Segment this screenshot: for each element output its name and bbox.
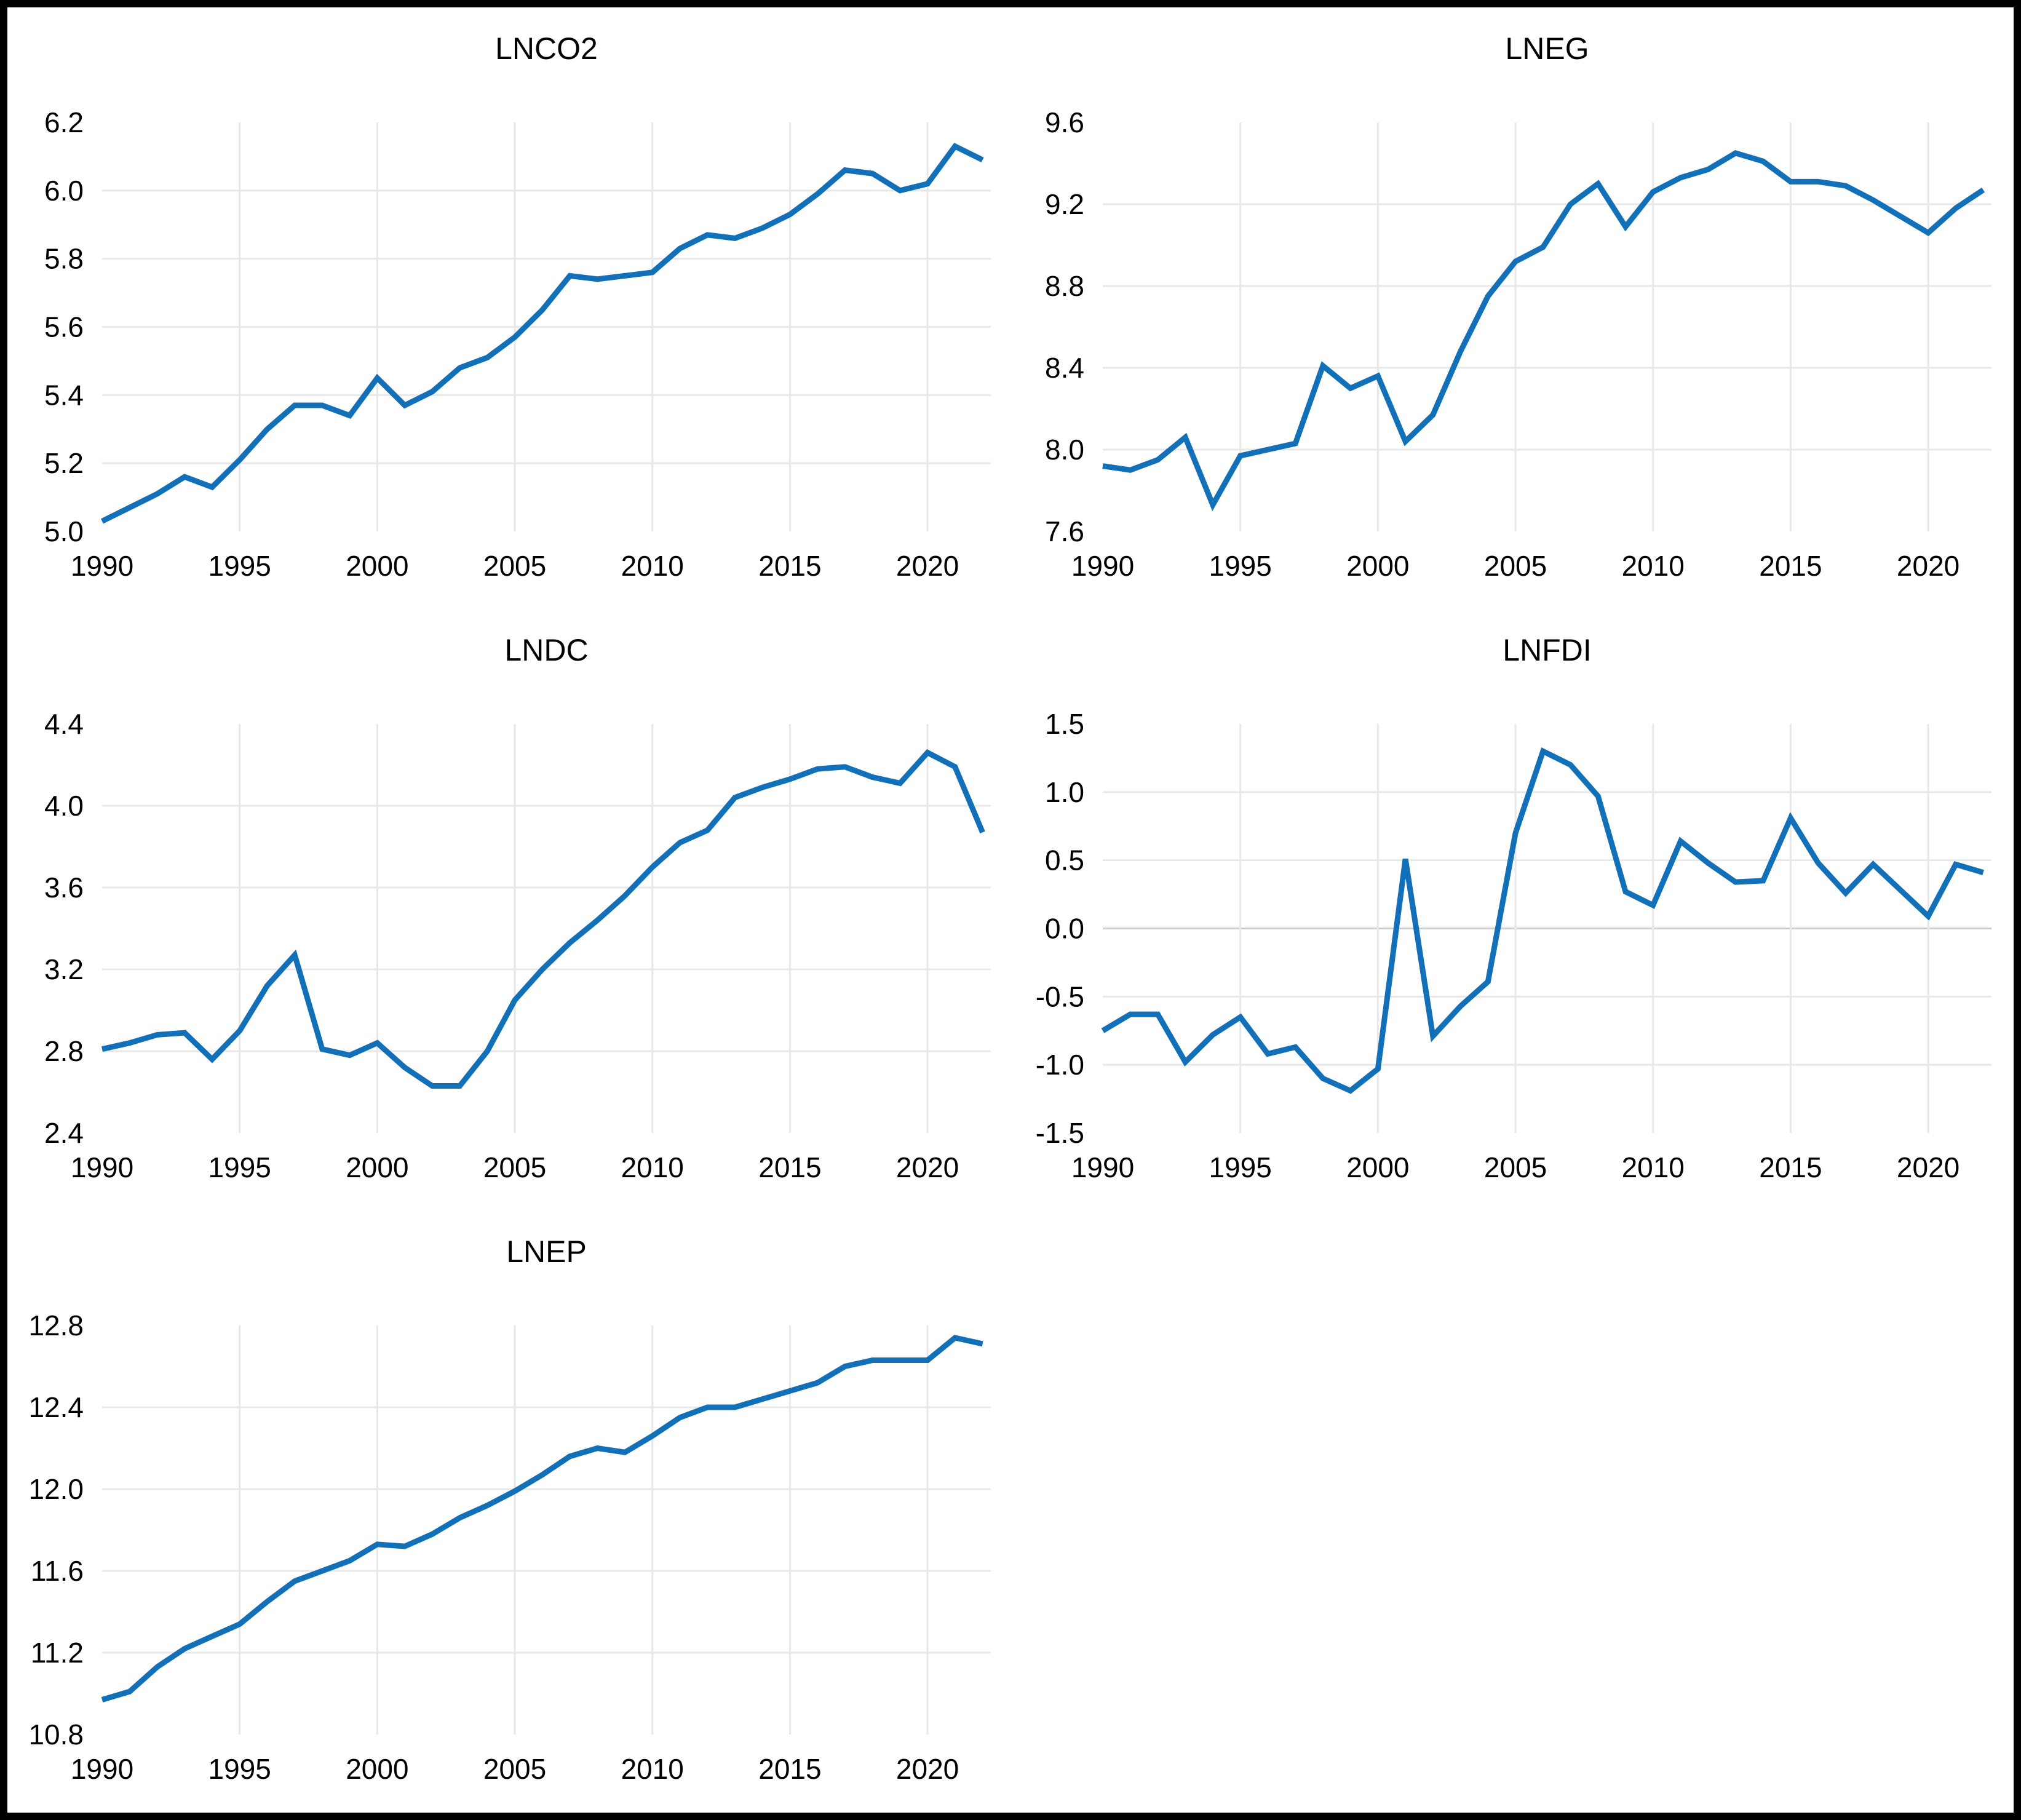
panel-lndc: LNDC 2.4 2.8 3.2 3.6 4.0 4.4 1990 1995 2000 2005 2… <box>10 610 1010 1210</box>
svg-text:2.4: 2.4 <box>44 1117 84 1149</box>
svg-text:11.6: 11.6 <box>31 1555 84 1587</box>
svg-text:2020: 2020 <box>896 1753 959 1785</box>
svg-text:2015: 2015 <box>1759 1151 1822 1183</box>
svg-text:6.2: 6.2 <box>44 106 84 138</box>
svg-text:2010: 2010 <box>621 1753 684 1785</box>
lneg-line-plot: 7.6 8.0 8.4 8.8 9.2 9.6 1990 1995 2000 2005 2010 20… <box>1045 106 1991 582</box>
svg-text:2015: 2015 <box>758 1753 821 1785</box>
svg-text:8.0: 8.0 <box>1045 434 1084 466</box>
chart-title-lnfdi: LNFDI <box>1503 633 1592 667</box>
chart-title-lnep: LNEP <box>506 1234 587 1269</box>
svg-text:2010: 2010 <box>1622 550 1685 582</box>
lndc-line-plot: 2.4 2.8 3.2 3.6 4.0 4.4 1990 1995 2000 2005 2010 20… <box>44 708 991 1183</box>
svg-text:12.0: 12.0 <box>28 1473 84 1505</box>
svg-text:2010: 2010 <box>1622 1151 1685 1183</box>
svg-text:1990: 1990 <box>1071 1151 1134 1183</box>
svg-text:1.0: 1.0 <box>1045 776 1084 808</box>
svg-text:3.2: 3.2 <box>44 953 84 985</box>
svg-text:7.6: 7.6 <box>1045 515 1084 547</box>
panel-lneg: LNEG 7.6 8.0 8.4 8.8 9.2 9.6 1990 1995 2000 2005 2… <box>1010 9 2011 609</box>
svg-text:1995: 1995 <box>208 1753 271 1785</box>
svg-text:4.4: 4.4 <box>44 708 84 740</box>
svg-text:5.0: 5.0 <box>44 515 84 547</box>
svg-text:-0.5: -0.5 <box>1036 980 1084 1012</box>
svg-text:0.0: 0.0 <box>1045 913 1084 945</box>
svg-text:1995: 1995 <box>208 1151 271 1183</box>
svg-text:2000: 2000 <box>346 1151 408 1183</box>
svg-text:2.8: 2.8 <box>44 1035 84 1067</box>
svg-text:1.5: 1.5 <box>1045 708 1084 740</box>
svg-text:12.4: 12.4 <box>28 1391 84 1423</box>
svg-text:2005: 2005 <box>483 1151 546 1183</box>
svg-text:5.2: 5.2 <box>44 447 84 479</box>
svg-text:5.8: 5.8 <box>44 243 84 275</box>
svg-text:1990: 1990 <box>1071 550 1134 582</box>
svg-text:8.8: 8.8 <box>1045 270 1084 302</box>
svg-text:2015: 2015 <box>758 550 821 582</box>
svg-text:2015: 2015 <box>1759 550 1822 582</box>
svg-text:2005: 2005 <box>483 550 546 582</box>
panel-lnfdi: LNFDI -1.5 -1.0 -0.5 0.0 0.5 1.0 1.5 1990 1995 20… <box>1010 610 2011 1210</box>
svg-text:2010: 2010 <box>621 550 684 582</box>
chart-title-lndc: LNDC <box>504 633 589 667</box>
svg-text:1990: 1990 <box>71 550 133 582</box>
svg-text:1990: 1990 <box>71 1151 133 1183</box>
svg-text:3.6: 3.6 <box>44 872 84 904</box>
svg-text:1995: 1995 <box>208 550 271 582</box>
svg-text:2020: 2020 <box>1897 1151 1959 1183</box>
svg-text:5.4: 5.4 <box>44 379 84 411</box>
panel-lnco2: LNCO2 5.0 5.2 5.4 5.6 5.8 6.0 6.2 1990 1995 2000 2… <box>10 9 1010 609</box>
svg-text:2005: 2005 <box>1484 1151 1547 1183</box>
svg-text:2020: 2020 <box>896 550 959 582</box>
chart-title-lneg: LNEG <box>1505 31 1589 66</box>
svg-text:10.8: 10.8 <box>28 1719 84 1750</box>
chart-title-lnco2: LNCO2 <box>495 31 598 66</box>
svg-text:9.6: 9.6 <box>1045 106 1084 138</box>
lnep-line-plot: 10.8 11.2 11.6 12.0 12.4 12.8 1990 1995 2000 2005… <box>28 1309 991 1785</box>
svg-text:8.4: 8.4 <box>1045 352 1084 384</box>
svg-text:-1.5: -1.5 <box>1036 1117 1084 1149</box>
lnfdi-line-plot: -1.5 -1.0 -0.5 0.0 0.5 1.0 1.5 1990 1995 2000 2005… <box>1036 708 1991 1183</box>
svg-text:1990: 1990 <box>71 1753 133 1785</box>
svg-text:6.0: 6.0 <box>44 175 84 207</box>
svg-text:2005: 2005 <box>483 1753 546 1785</box>
svg-text:2010: 2010 <box>621 1151 684 1183</box>
svg-text:2000: 2000 <box>346 550 408 582</box>
svg-text:0.5: 0.5 <box>1045 844 1084 876</box>
svg-text:5.6: 5.6 <box>44 311 84 343</box>
svg-text:12.8: 12.8 <box>28 1309 84 1341</box>
svg-text:9.2: 9.2 <box>1045 188 1084 220</box>
svg-text:1995: 1995 <box>1209 1151 1272 1183</box>
svg-text:1995: 1995 <box>1209 550 1272 582</box>
svg-text:2000: 2000 <box>1346 1151 1409 1183</box>
lnco2-line-plot: 5.0 5.2 5.4 5.6 5.8 6.0 6.2 1990 1995 2000 2005 201… <box>44 106 991 582</box>
svg-text:2000: 2000 <box>1346 550 1409 582</box>
svg-text:2005: 2005 <box>1484 550 1547 582</box>
svg-text:-1.0: -1.0 <box>1036 1049 1084 1081</box>
svg-text:4.0: 4.0 <box>44 790 84 822</box>
svg-text:2020: 2020 <box>1897 550 1959 582</box>
svg-text:11.2: 11.2 <box>31 1637 84 1669</box>
svg-text:2000: 2000 <box>346 1753 408 1785</box>
svg-text:2015: 2015 <box>758 1151 821 1183</box>
svg-text:2020: 2020 <box>896 1151 959 1183</box>
panel-lnep: LNEP 10.8 11.2 11.6 12.0 12.4 12.8 1990 1995 200… <box>10 1212 1010 1812</box>
